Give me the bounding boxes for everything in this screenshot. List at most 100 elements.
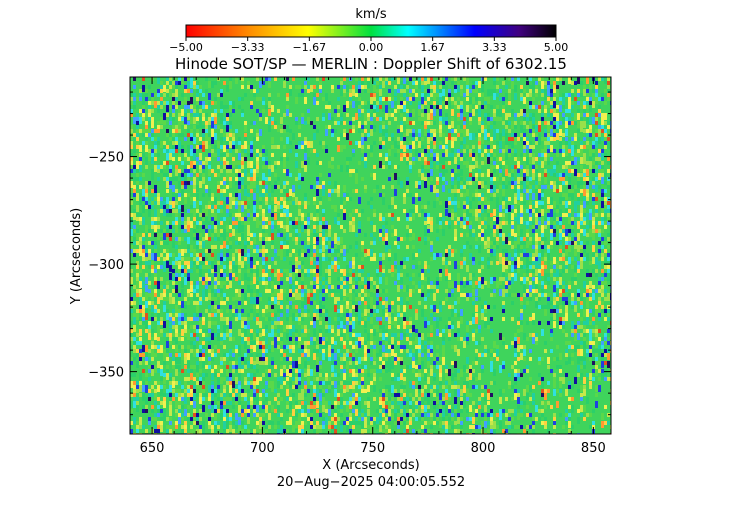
heatmap-cell — [415, 137, 418, 141]
heatmap-cell — [550, 197, 553, 204]
heatmap-cell — [415, 93, 418, 97]
heatmap-cell — [424, 217, 427, 221]
heatmap-cell — [529, 221, 532, 225]
heatmap-cell — [571, 225, 574, 229]
heatmap-cell — [238, 281, 241, 285]
heatmap-cell — [571, 257, 574, 261]
heatmap-cell — [229, 101, 232, 108]
heatmap-cell — [484, 321, 487, 328]
heatmap-cell — [388, 101, 391, 105]
heatmap-cell — [247, 173, 250, 177]
heatmap-cell — [130, 189, 133, 193]
heatmap-cell — [568, 181, 571, 185]
heatmap-cell — [544, 89, 547, 93]
heatmap-cell — [304, 301, 307, 305]
heatmap-cell — [568, 173, 571, 180]
heatmap-cell — [466, 149, 469, 153]
heatmap-cell — [148, 285, 151, 292]
heatmap-cell — [589, 97, 592, 101]
heatmap-cell — [271, 197, 274, 201]
heatmap-cell — [406, 189, 409, 196]
heatmap-cell — [526, 189, 529, 193]
heatmap-cell — [208, 277, 211, 284]
heatmap-cell — [370, 113, 373, 117]
heatmap-cell — [448, 249, 451, 256]
heatmap-cell — [532, 169, 535, 173]
heatmap-cell — [466, 177, 469, 184]
heatmap-cell — [418, 141, 421, 148]
heatmap-cell — [430, 101, 433, 105]
heatmap-cell — [232, 265, 235, 269]
heatmap-cell — [565, 237, 568, 241]
heatmap-cell — [586, 129, 589, 136]
heatmap-cell — [202, 101, 205, 105]
heatmap-cell — [448, 261, 451, 265]
heatmap-cell — [526, 101, 529, 108]
heatmap-cell — [394, 97, 397, 101]
heatmap-cell — [601, 153, 604, 160]
heatmap-cell — [202, 105, 205, 109]
heatmap-cell — [547, 205, 550, 209]
heatmap-cell — [355, 277, 358, 281]
heatmap-cell — [262, 269, 265, 273]
heatmap-cell — [250, 289, 253, 293]
heatmap-cell — [220, 273, 223, 277]
heatmap-cell — [415, 149, 418, 156]
heatmap-cell — [223, 133, 226, 137]
heatmap-cell — [196, 133, 199, 140]
heatmap-cell — [166, 229, 169, 236]
heatmap-cell — [472, 181, 475, 185]
heatmap-cell — [526, 269, 529, 273]
heatmap-cell — [493, 209, 496, 216]
heatmap-cell — [568, 121, 571, 125]
heatmap-cell — [553, 89, 556, 93]
heatmap-cell — [358, 85, 361, 89]
heatmap-cell — [328, 277, 331, 284]
heatmap-cell — [181, 281, 184, 288]
heatmap-cell — [436, 105, 439, 109]
heatmap-cell — [499, 109, 502, 113]
heatmap-cell — [535, 297, 538, 301]
heatmap-cell — [241, 161, 244, 165]
heatmap-cell — [427, 137, 430, 144]
heatmap-cell — [382, 237, 385, 244]
heatmap-cell — [271, 205, 274, 209]
heatmap-cell — [580, 317, 583, 321]
heatmap-cell — [187, 277, 190, 281]
heatmap-cell — [472, 109, 475, 116]
heatmap-cell — [493, 117, 496, 121]
heatmap-cell — [280, 233, 283, 237]
heatmap-cell — [154, 213, 157, 217]
heatmap-cell — [304, 205, 307, 209]
heatmap-cell — [457, 97, 460, 101]
heatmap-cell — [427, 77, 430, 84]
heatmap-cell — [262, 149, 265, 153]
heatmap-cell — [535, 209, 538, 216]
heatmap-cell — [490, 145, 493, 149]
heatmap-cell — [379, 141, 382, 145]
heatmap-cell — [544, 265, 547, 269]
heatmap-cell — [562, 285, 565, 289]
heatmap-cell — [499, 97, 502, 101]
heatmap-cell — [304, 269, 307, 273]
heatmap-cell — [136, 241, 139, 245]
heatmap-cell — [349, 121, 352, 125]
heatmap-cell — [157, 325, 160, 329]
heatmap-cell — [169, 113, 172, 120]
heatmap-cell — [193, 293, 196, 300]
heatmap-cell — [586, 257, 589, 261]
heatmap-cell — [370, 205, 373, 209]
heatmap-cell — [472, 193, 475, 200]
heatmap-cell — [469, 293, 472, 297]
heatmap-cell — [280, 245, 283, 252]
heatmap-cell — [286, 205, 289, 209]
heatmap-cell — [445, 221, 448, 225]
heatmap-cell — [394, 265, 397, 272]
heatmap-cell — [490, 173, 493, 180]
heatmap-cell — [388, 137, 391, 141]
heatmap-cell — [448, 189, 451, 193]
heatmap-cell — [493, 113, 496, 117]
heatmap-cell — [205, 185, 208, 192]
heatmap-cell — [196, 329, 199, 336]
heatmap-cell — [502, 273, 505, 277]
